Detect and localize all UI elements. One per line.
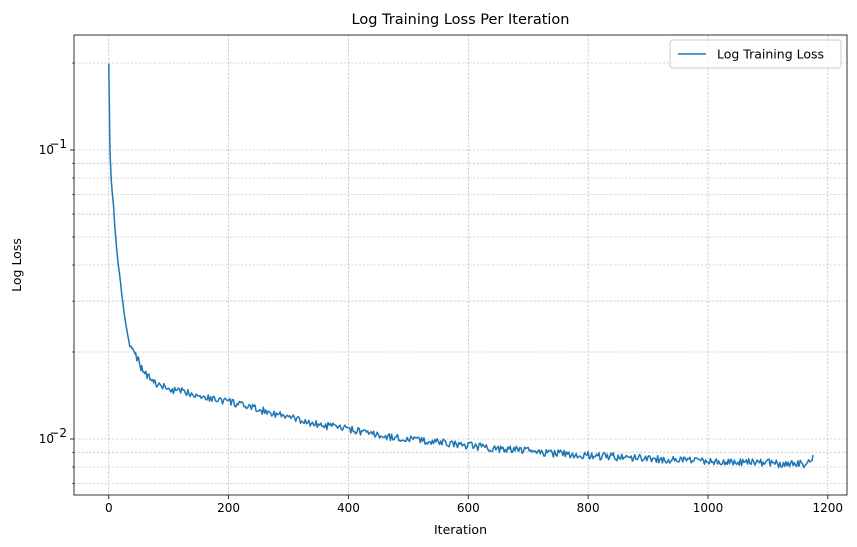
y-tick-label-exponent: −2 (49, 426, 67, 440)
x-tick-label: 0 (105, 501, 113, 515)
chart-title: Log Training Loss Per Iteration (352, 12, 570, 28)
legend: Log Training Loss (669, 39, 842, 69)
y-tick-label-exponent: −1 (49, 137, 67, 151)
series-layer (108, 63, 814, 469)
x-tick-label: 200 (217, 501, 240, 515)
x-tick-label: 1000 (693, 501, 724, 515)
legend-box (669, 39, 842, 69)
x-tick-label: 600 (457, 501, 480, 515)
y-tick-label: 10 (39, 432, 54, 446)
x-axis-label: Iteration (434, 522, 487, 537)
grid-lines (74, 35, 847, 495)
y-tick-label: 10 (39, 143, 54, 157)
series-line-log-training-loss (108, 63, 814, 469)
y-axis-label: Log Loss (9, 238, 24, 292)
x-tick-label: 400 (337, 501, 360, 515)
legend-entry-log-training-loss: Log Training Loss (717, 47, 824, 62)
x-tick-label: 800 (577, 501, 600, 515)
x-tick-label: 1200 (813, 501, 844, 515)
